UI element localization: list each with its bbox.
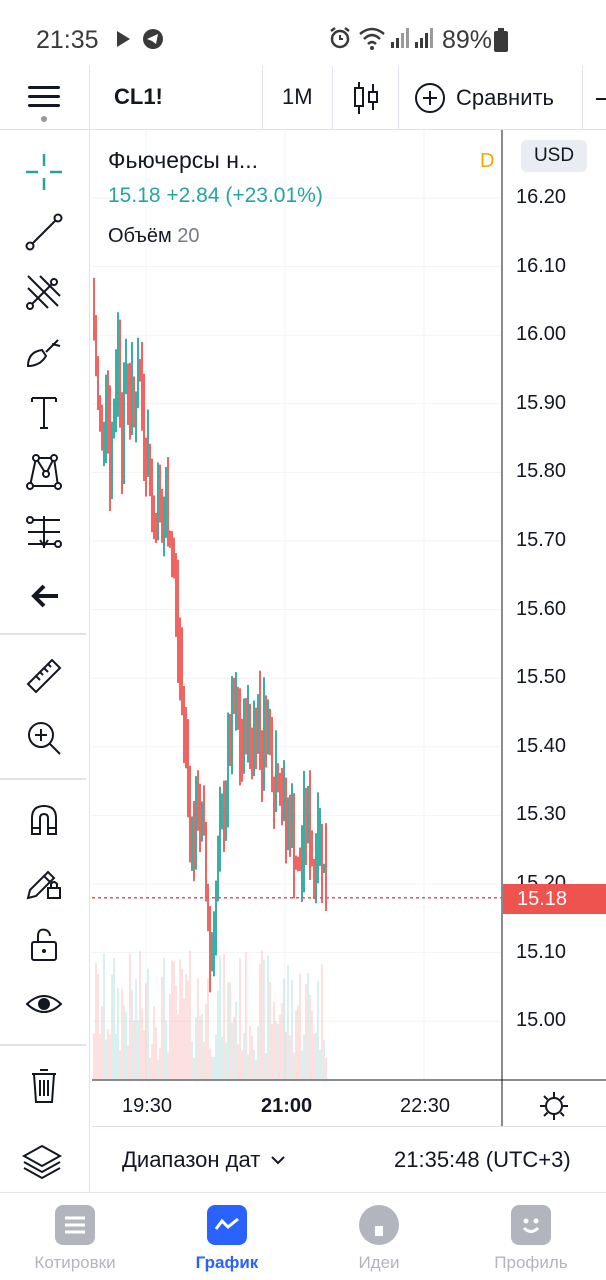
drawing-toolbar (0, 130, 90, 1192)
arrow-left-icon (31, 584, 58, 608)
currency-button[interactable]: USD (521, 140, 587, 172)
price-tick-label: 15.80 (516, 460, 567, 483)
range-bar: Диапазон дат 21:35:48 (UTC+3) (92, 1126, 606, 1192)
time-tick-label: 22:30 (400, 1095, 451, 1117)
signal-icon (391, 28, 409, 48)
chart-area[interactable] (92, 130, 606, 1126)
price-tick-label: 15.10 (516, 940, 567, 963)
time-tick-label: 21:00 (261, 1095, 313, 1117)
symbol-button[interactable]: CL1! (114, 84, 163, 109)
top-toolbar: CL1! 1M Сравнить (0, 66, 606, 130)
pattern-icon (26, 454, 62, 490)
measure-tool[interactable] (20, 652, 68, 700)
tab-quotes[interactable]: Котировки (10, 1205, 140, 1273)
visibility-tool[interactable] (20, 980, 68, 1028)
volume-legend[interactable]: Объём 20 (108, 225, 200, 247)
fib-tool[interactable] (20, 268, 68, 316)
price-tick-label: 16.10 (516, 254, 567, 277)
battery-icon (494, 28, 508, 52)
text-tool[interactable] (20, 388, 68, 436)
price-change: 15.18 +2.84 (+23.01%) (108, 184, 323, 207)
price-chart[interactable] (92, 130, 606, 1126)
crosshair-tool[interactable] (20, 148, 68, 196)
telegram-icon (143, 29, 163, 49)
date-range-dropdown[interactable]: Диапазон дат (122, 1147, 288, 1173)
status-time: 21:35 (36, 26, 99, 54)
tab-chart[interactable]: График (162, 1205, 292, 1273)
lock-tool[interactable] (20, 920, 68, 968)
zoom-tool[interactable] (20, 714, 68, 762)
signal-icon (415, 28, 433, 48)
last-price-tag: 15.18 (503, 884, 606, 914)
trend-line-tool[interactable] (20, 208, 68, 256)
price-tick-label: 15.30 (516, 803, 567, 826)
price-tick-label: 15.70 (516, 529, 567, 551)
clock-timezone[interactable]: 21:35:48 (UTC+3) (394, 1147, 571, 1172)
compare-button[interactable]: Сравнить (414, 80, 554, 116)
candles-icon[interactable] (352, 80, 380, 116)
pattern-tool[interactable] (20, 448, 68, 496)
long-position-icon (26, 516, 62, 548)
status-bar: 21:35 89% (0, 0, 606, 66)
plus-circle-icon (415, 83, 445, 113)
price-tick-label: 15.60 (516, 597, 567, 620)
play-icon (117, 31, 130, 47)
wifi-icon (359, 27, 385, 50)
hide-toolbar-button[interactable] (20, 572, 68, 620)
price-tick-label: 15.00 (516, 1009, 567, 1032)
lightbulb-icon (359, 1205, 399, 1245)
time-tick-label: 19:30 (122, 1095, 173, 1117)
alarm-icon (330, 27, 350, 49)
crosshair-icon (26, 154, 62, 190)
smiley-icon (511, 1205, 551, 1245)
unlock-icon (31, 928, 57, 961)
brush-icon (26, 339, 61, 368)
eye-icon (25, 995, 63, 1013)
pitchfork-icon (26, 275, 61, 310)
pencil-lock-icon (26, 870, 61, 900)
brush-tool[interactable] (20, 328, 68, 376)
lock-drawings-tool[interactable] (20, 858, 68, 906)
price-tick-label: 16.20 (516, 186, 567, 208)
chevron-down-icon (271, 1156, 286, 1165)
magnet-icon (31, 804, 57, 835)
battery-percent: 89% (442, 26, 493, 54)
price-tick-label: 15.50 (516, 666, 567, 689)
magnet-tool[interactable] (20, 796, 68, 844)
symbol-description[interactable]: Фьючерсы н... (108, 147, 259, 173)
trend-line-icon (25, 213, 63, 251)
trash-icon (32, 1069, 56, 1103)
price-tick-label: 16.00 (516, 323, 567, 346)
text-icon (31, 397, 57, 429)
tab-profile[interactable]: Профиль (466, 1205, 596, 1273)
period-badge: D (480, 150, 495, 172)
prediction-tool[interactable] (20, 508, 68, 556)
ruler-icon (26, 658, 62, 694)
layers-icon[interactable] (20, 1140, 64, 1184)
zoom-in-icon (28, 722, 61, 755)
more-icon[interactable] (596, 98, 606, 100)
interval-button[interactable]: 1M (282, 84, 313, 109)
tab-bar: Котировки График Идеи Профиль (0, 1192, 606, 1280)
price-tick-label: 15.90 (516, 391, 567, 414)
menu-icon (28, 86, 60, 89)
tab-ideas[interactable]: Идеи (314, 1205, 444, 1273)
gear-icon[interactable] (538, 1090, 570, 1122)
price-tick-label: 15.40 (516, 734, 567, 757)
menu-button[interactable] (0, 66, 90, 130)
compare-label: Сравнить (456, 85, 555, 110)
delete-tool[interactable] (20, 1062, 68, 1110)
list-icon (55, 1205, 95, 1245)
chart-icon (207, 1205, 247, 1245)
